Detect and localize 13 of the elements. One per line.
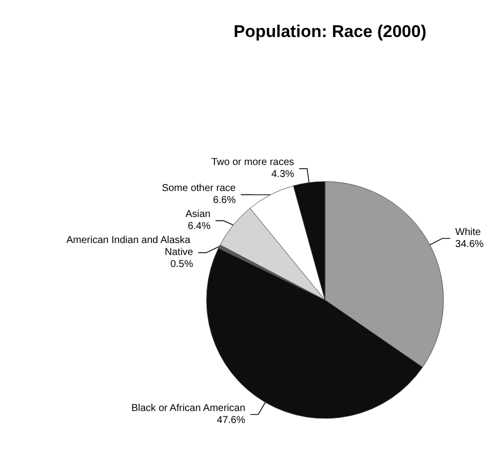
- slice-label: Asian: [185, 209, 210, 220]
- data-label: 0.5%: [170, 259, 194, 270]
- slice-label: American Indian and Alaska Native: [66, 235, 194, 258]
- data-label: 6.6%: [212, 195, 236, 206]
- data-label: 4.3%: [271, 169, 294, 180]
- slice-label: Two or more races: [211, 157, 294, 168]
- slice-label: Black or African American: [131, 402, 246, 414]
- data-label: 6.4%: [188, 221, 211, 232]
- chart-title: Population: Race (2000): [234, 22, 426, 41]
- data-label: 47.6%: [216, 414, 246, 426]
- slice-label: Some other race: [162, 183, 236, 194]
- data-label: 34.6%: [455, 238, 484, 250]
- slice-label: White: [455, 226, 482, 238]
